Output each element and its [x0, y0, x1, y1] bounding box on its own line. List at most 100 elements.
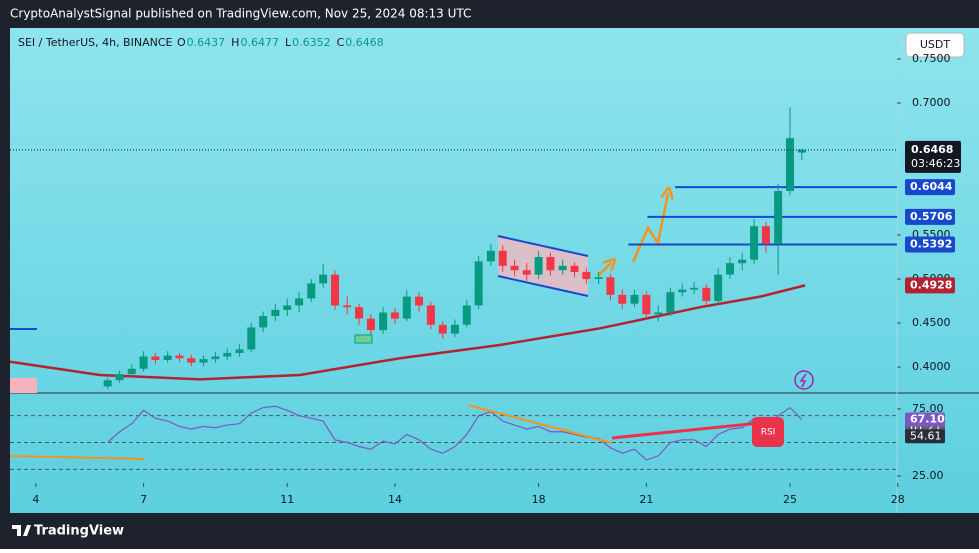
ohlc-key: H — [231, 36, 239, 49]
candle-body — [702, 287, 711, 302]
candle-body — [259, 315, 268, 328]
alert-icon-bolt — [799, 373, 807, 388]
rsi-marker-tag — [905, 429, 945, 444]
candle-body — [618, 294, 627, 304]
candle-body — [761, 226, 770, 244]
candle-body — [594, 277, 603, 280]
ohlc-value: 0.6352 — [292, 36, 331, 49]
x-tick-label: 11 — [280, 493, 294, 506]
candle-body — [522, 270, 531, 275]
ohlc-value: 0.6468 — [345, 36, 384, 49]
rsi-tick-label: 25.00 — [912, 469, 944, 482]
candle-body — [606, 277, 615, 295]
rsi-trendline — [611, 421, 761, 440]
candle-body — [474, 261, 483, 306]
countdown: 03:46:23 — [911, 157, 960, 170]
candle-body — [534, 257, 543, 275]
brand: TradingView — [34, 524, 124, 539]
candle-body — [235, 349, 244, 353]
channel-line — [497, 235, 589, 257]
candle-body — [582, 271, 591, 280]
candle-body — [666, 292, 675, 313]
candle-body — [738, 259, 747, 264]
level-tag-label: 0.5706 — [910, 210, 953, 223]
candle-body — [295, 298, 304, 306]
rsi-trendline — [9, 455, 146, 460]
level-tag-label: 0.6044 — [910, 180, 953, 193]
candle-body — [450, 324, 459, 334]
y-tick-label: 0.7000 — [912, 96, 951, 109]
x-tick-label: 21 — [639, 493, 653, 506]
y-tick-label: 0.4000 — [912, 360, 951, 373]
candle-body — [247, 327, 256, 350]
x-tick-label: 14 — [388, 493, 402, 506]
current-price-tag — [905, 140, 961, 173]
candle-body — [223, 352, 232, 357]
rsi-trendline — [467, 404, 613, 444]
candle-body — [283, 305, 292, 310]
candle-body — [797, 149, 806, 153]
ohlc-readout: O 0.6437 H 0.6477 L 0.6352 C 0.6468 — [177, 36, 384, 49]
candle-body — [498, 250, 507, 266]
candle-body — [151, 356, 160, 360]
candle-body — [307, 283, 316, 299]
y-tick-label: 0.7500 — [912, 52, 951, 65]
channel-line — [497, 275, 589, 297]
candle-body — [330, 274, 339, 306]
alert-icon[interactable] — [794, 370, 814, 390]
candle-body — [187, 358, 196, 363]
x-tick-label: 28 — [891, 493, 905, 506]
candle-body — [379, 312, 388, 331]
candle-body — [510, 265, 519, 271]
currency-button[interactable] — [905, 32, 965, 58]
candle-body — [726, 263, 735, 275]
candle-body — [690, 287, 699, 290]
candle-body — [714, 274, 723, 302]
candle-body — [355, 307, 364, 319]
candle-body — [175, 355, 184, 359]
footer — [0, 513, 979, 549]
candle-body — [654, 312, 663, 315]
currency-button-label[interactable]: USDT — [920, 38, 951, 51]
candle-body — [402, 296, 411, 319]
candle-body — [163, 355, 172, 360]
candle-body — [199, 359, 208, 363]
candle-body — [546, 257, 555, 271]
drawing-box — [354, 334, 373, 344]
candle-body — [774, 191, 783, 244]
candle-body — [319, 274, 328, 284]
candle-body — [390, 312, 399, 319]
x-tick-label: 7 — [140, 493, 147, 506]
candle-body — [366, 318, 375, 331]
x-tick-label: 18 — [532, 493, 546, 506]
level-tag — [905, 236, 955, 253]
candle-body — [558, 265, 567, 271]
current-price-label: 0.6468 — [911, 143, 953, 156]
candle-body — [211, 356, 220, 360]
candle-body — [438, 324, 447, 334]
rsi-tag-label: 67.10 — [910, 413, 945, 426]
drawing-arrow — [597, 263, 611, 277]
candle-body — [785, 138, 794, 192]
candle-body — [127, 368, 136, 375]
rsi-marker-label: 54.61 — [910, 429, 942, 442]
candle-body — [139, 356, 148, 369]
candle-body — [115, 374, 124, 381]
rsi-badge — [752, 417, 784, 447]
rsi-line — [107, 405, 803, 461]
rsi-tick-label: 75.00 — [912, 402, 944, 415]
plot: 0.40000.45000.50000.55000.70000.75004711… — [9, 52, 961, 506]
ma-tag-label: 0.4928 — [910, 278, 952, 291]
candle-body — [678, 289, 687, 293]
level-tag-label: 0.5392 — [910, 238, 952, 251]
publisher-line: CryptoAnalystSignal published on Trading… — [10, 7, 471, 21]
x-tick-label: 4 — [32, 493, 39, 506]
ohlc-value: 0.6477 — [240, 36, 279, 49]
ohlc-value: 0.6437 — [187, 36, 226, 49]
candle-body — [750, 226, 759, 260]
rsi-badge-label: RSI — [761, 428, 776, 438]
candle-body — [486, 250, 495, 262]
candle-body — [570, 265, 579, 272]
candle-body — [103, 380, 112, 387]
candle-body — [415, 296, 424, 306]
